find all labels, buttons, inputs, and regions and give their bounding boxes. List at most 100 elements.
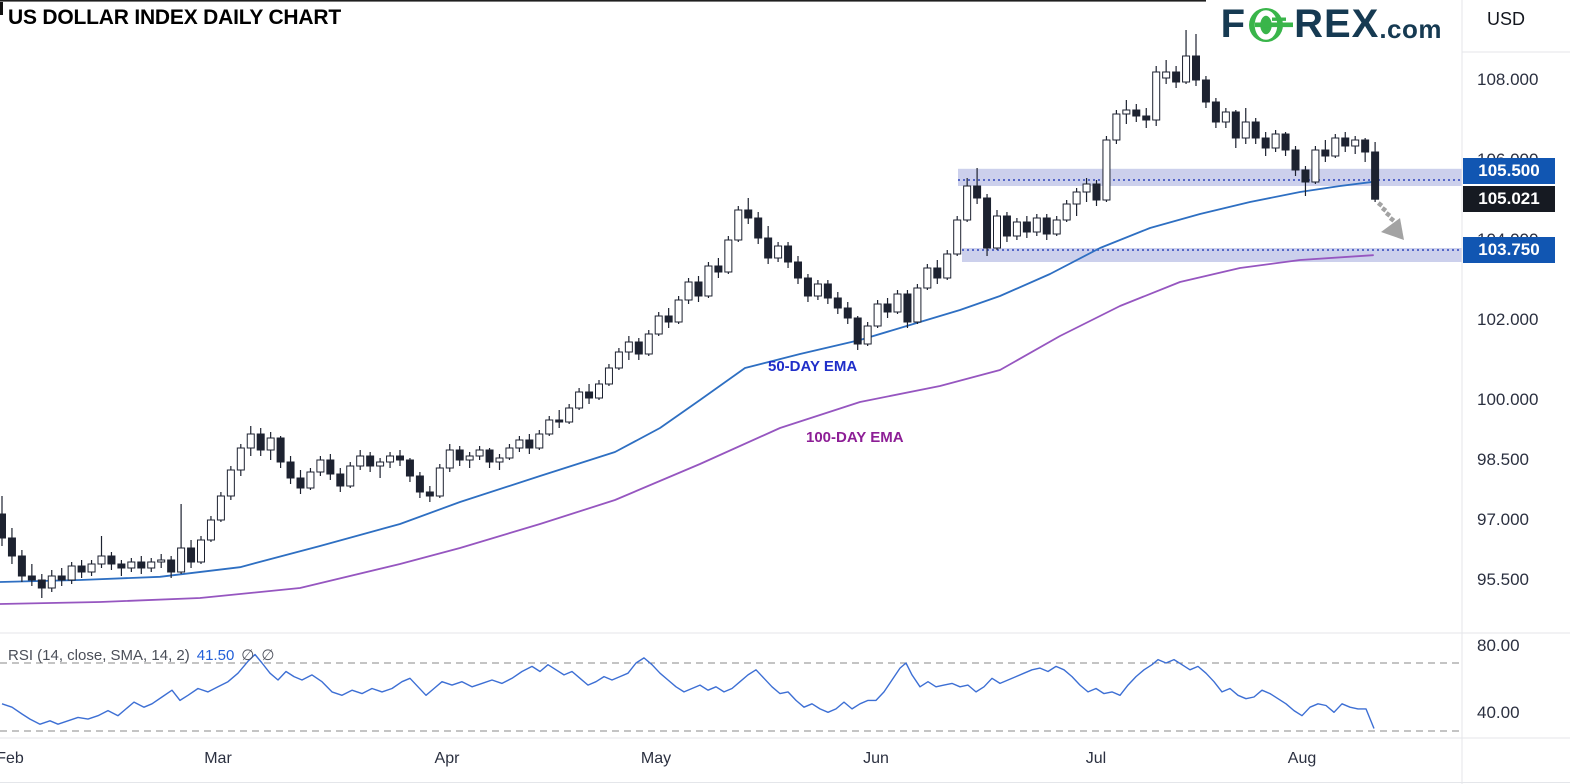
candle-body[interactable]: [853, 317, 862, 345]
candle-body[interactable]: [1291, 149, 1300, 171]
candle-body[interactable]: [425, 491, 434, 497]
candle-body[interactable]: [1251, 121, 1260, 139]
candle-body[interactable]: [7, 537, 16, 557]
candle-body[interactable]: [197, 539, 205, 563]
candle-body[interactable]: [455, 449, 464, 461]
candle-body[interactable]: [286, 461, 295, 479]
candle-body[interactable]: [963, 185, 972, 221]
candle-body[interactable]: [405, 459, 414, 477]
candle-body[interactable]: [1092, 183, 1101, 201]
candle-body[interactable]: [1281, 133, 1290, 151]
candle-body[interactable]: [983, 197, 992, 249]
candle-body[interactable]: [565, 407, 574, 423]
candle-body[interactable]: [57, 575, 66, 581]
candle-body[interactable]: [167, 559, 176, 573]
candle-body[interactable]: [803, 277, 812, 297]
candle-body[interactable]: [873, 303, 882, 327]
candle-body[interactable]: [724, 239, 733, 273]
candle-body[interactable]: [1032, 217, 1041, 233]
candle-body[interactable]: [1002, 215, 1011, 237]
candle-body[interactable]: [137, 561, 146, 569]
candle-body[interactable]: [27, 575, 36, 581]
candle-body[interactable]: [236, 447, 245, 471]
candle-body[interactable]: [794, 261, 802, 279]
candle-body[interactable]: [495, 457, 504, 463]
candle-body[interactable]: [306, 471, 315, 489]
candle-body[interactable]: [266, 437, 275, 451]
candle-body[interactable]: [684, 281, 693, 301]
candle-body[interactable]: [117, 563, 126, 569]
candle-body[interactable]: [386, 455, 395, 463]
candle-body[interactable]: [1012, 221, 1021, 237]
candle-body[interactable]: [396, 455, 404, 461]
price-zone[interactable]: [962, 248, 1462, 262]
candle-body[interactable]: [445, 449, 454, 469]
candle-body[interactable]: [415, 475, 424, 493]
candle-body[interactable]: [206, 519, 215, 541]
candle-body[interactable]: [535, 433, 544, 449]
candle-body[interactable]: [326, 459, 335, 475]
candle-body[interactable]: [903, 293, 912, 323]
ema50-line[interactable]: [0, 180, 1379, 583]
candle-body[interactable]: [1152, 71, 1161, 121]
candle-body[interactable]: [1371, 151, 1380, 200]
candle-body[interactable]: [37, 579, 46, 589]
candle-body[interactable]: [754, 217, 763, 239]
candle-body[interactable]: [107, 555, 116, 565]
candle-body[interactable]: [1341, 137, 1350, 147]
candle-body[interactable]: [575, 391, 584, 409]
candle-body[interactable]: [1321, 149, 1330, 157]
candle-body[interactable]: [1221, 111, 1230, 123]
candle-body[interactable]: [1231, 111, 1240, 139]
candle-body[interactable]: [1361, 139, 1370, 153]
candle-body[interactable]: [17, 555, 26, 577]
candle-body[interactable]: [1102, 139, 1111, 201]
candle-body[interactable]: [923, 267, 932, 289]
candle-body[interactable]: [1062, 203, 1071, 221]
candle-body[interactable]: [823, 283, 832, 299]
candle-body[interactable]: [246, 433, 255, 449]
candle-body[interactable]: [1301, 169, 1310, 183]
rsi-line[interactable]: [1, 653, 1375, 729]
candle-body[interactable]: [346, 465, 355, 487]
candle-body[interactable]: [784, 245, 793, 263]
candle-body[interactable]: [1311, 149, 1320, 183]
candle-body[interactable]: [157, 559, 166, 563]
candle-body[interactable]: [664, 315, 673, 323]
candle-body[interactable]: [316, 459, 325, 473]
candle-body[interactable]: [475, 449, 484, 457]
candle-body[interactable]: [654, 315, 663, 335]
candle-body[interactable]: [1022, 221, 1031, 233]
rsi-settings-icon[interactable]: ∅: [261, 647, 275, 664]
candle-body[interactable]: [376, 461, 385, 467]
candle-body[interactable]: [485, 449, 494, 463]
candle-body[interactable]: [97, 555, 106, 565]
candle-body[interactable]: [296, 477, 305, 489]
candle-body[interactable]: [694, 281, 703, 297]
rsi-hide-icon[interactable]: ∅: [241, 647, 255, 664]
candle-body[interactable]: [555, 419, 564, 423]
candle-body[interactable]: [644, 333, 653, 355]
candle-body[interactable]: [1072, 191, 1081, 205]
candle-body[interactable]: [47, 575, 56, 589]
candle-body[interactable]: [764, 237, 773, 259]
candle-body[interactable]: [67, 565, 76, 581]
candle-body[interactable]: [127, 561, 136, 569]
candle-body[interactable]: [1112, 113, 1121, 141]
candle-body[interactable]: [1132, 109, 1141, 117]
candle-body[interactable]: [187, 547, 196, 563]
candle-body[interactable]: [1261, 137, 1270, 149]
candle-body[interactable]: [624, 341, 633, 353]
candle-body[interactable]: [1082, 183, 1091, 193]
candle-body[interactable]: [1052, 219, 1061, 235]
candle-body[interactable]: [545, 419, 554, 435]
candle-body[interactable]: [973, 185, 982, 199]
candle-body[interactable]: [276, 437, 285, 463]
candle-body[interactable]: [256, 433, 265, 451]
price-zone[interactable]: [958, 168, 1462, 186]
candle-body[interactable]: [1201, 79, 1210, 103]
candle-body[interactable]: [147, 561, 156, 569]
candle-body[interactable]: [883, 303, 892, 313]
candle-body[interactable]: [1122, 109, 1131, 115]
